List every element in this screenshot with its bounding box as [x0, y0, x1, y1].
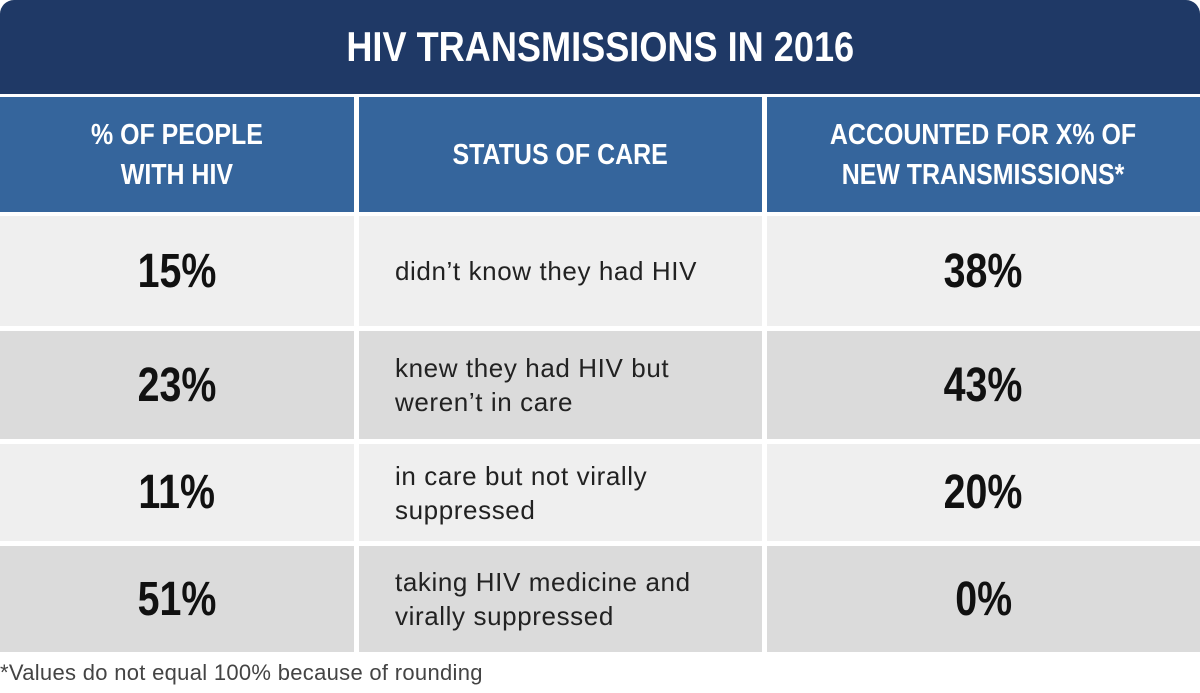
header-status-of-care: STATUS OF CARE [359, 97, 762, 212]
table-cell-transmissions-pct: 0% [767, 546, 1200, 652]
status-value: taking HIV medicine and virally suppress… [395, 567, 691, 631]
table-cell-people-pct: 15% [0, 216, 354, 326]
header-transmissions-pct-label: ACCOUNTED FOR X% OF NEW TRANSMISSIONS* [830, 118, 1137, 191]
header-transmissions-pct: ACCOUNTED FOR X% OF NEW TRANSMISSIONS* [767, 97, 1200, 212]
table-cell-status: in care but not virally suppressed [359, 444, 762, 541]
table-cell-people-pct: 23% [0, 331, 354, 439]
people-pct-value: 51% [137, 572, 217, 626]
table-cell-people-pct: 11% [0, 444, 354, 541]
table-cell-status: didn’t know they had HIV [359, 216, 762, 326]
people-pct-value: 23% [137, 358, 217, 412]
table-cell-transmissions-pct: 20% [767, 444, 1200, 541]
transmissions-pct-value: 43% [944, 358, 1023, 412]
status-value: didn’t know they had HIV [395, 256, 698, 286]
transmissions-pct-value: 38% [944, 244, 1023, 298]
table-cell-status: knew they had HIV but weren’t in care [359, 331, 762, 439]
transmissions-pct-value: 0% [955, 572, 1012, 626]
people-pct-value: 11% [138, 466, 216, 519]
table-title: HIV TRANSMISSIONS IN 2016 [346, 23, 854, 70]
header-status-of-care-label: STATUS OF CARE [452, 138, 669, 171]
people-pct-value: 15% [137, 244, 217, 298]
table-cell-transmissions-pct: 43% [767, 331, 1200, 439]
table-cell-transmissions-pct: 38% [767, 216, 1200, 326]
table-title-bar: HIV TRANSMISSIONS IN 2016 [0, 0, 1200, 94]
footnote: *Values do not equal 100% because of rou… [0, 660, 483, 685]
header-people-pct-label: % OF PEOPLE WITH HIV [91, 118, 263, 191]
status-value: in care but not virally suppressed [395, 460, 648, 525]
transmissions-pct-value: 20% [944, 466, 1023, 519]
status-value: knew they had HIV but weren’t in care [395, 353, 670, 417]
header-people-pct: % OF PEOPLE WITH HIV [0, 97, 354, 212]
table-cell-status: taking HIV medicine and virally suppress… [359, 546, 762, 652]
table-cell-people-pct: 51% [0, 546, 354, 652]
